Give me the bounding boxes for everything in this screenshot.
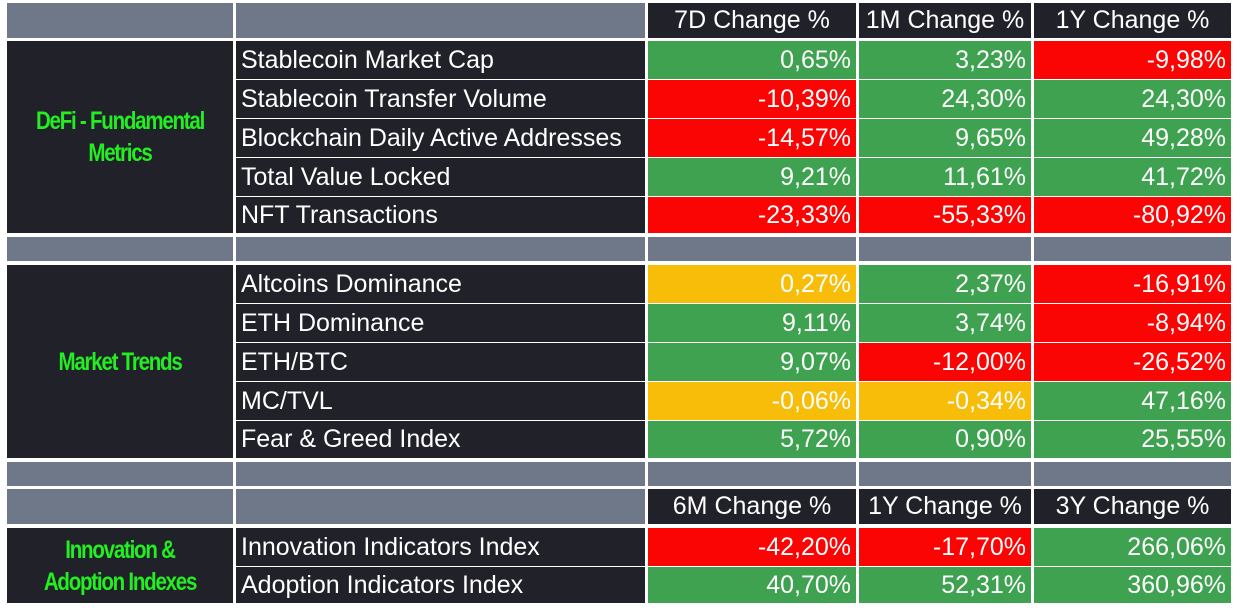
separator-cell bbox=[859, 462, 1031, 486]
separator-cell bbox=[1034, 462, 1231, 486]
metric-label: Stablecoin Market Cap bbox=[236, 41, 645, 79]
section-title-text: Innovation & Adoption Indexes bbox=[43, 535, 198, 596]
metric-value-col2: 9,65% bbox=[859, 119, 1031, 157]
metric-label: Stablecoin Transfer Volume bbox=[236, 80, 645, 118]
section-title: Innovation & Adoption Indexes bbox=[7, 528, 233, 603]
metric-value-col2: -0,34% bbox=[859, 382, 1031, 420]
column-header-col3: 3Y Change % bbox=[1034, 489, 1231, 524]
metric-value-col3: -26,52% bbox=[1034, 343, 1231, 381]
metric-value-col2: 52,31% bbox=[859, 567, 1031, 603]
separator-cell bbox=[236, 237, 645, 261]
metric-label: Altcoins Dominance bbox=[236, 265, 645, 303]
metric-label: ETH Dominance bbox=[236, 304, 645, 342]
metric-value-col3: -80,92% bbox=[1034, 197, 1231, 233]
metric-value-col3: 49,28% bbox=[1034, 119, 1231, 157]
metric-value-col3: 41,72% bbox=[1034, 158, 1231, 196]
column-header-col2: 1Y Change % bbox=[859, 489, 1031, 524]
metric-value-col1: -23,33% bbox=[648, 197, 856, 233]
metric-value-col2: -12,00% bbox=[859, 343, 1031, 381]
metric-value-col1: -42,20% bbox=[648, 528, 856, 566]
metric-value-col1: -10,39% bbox=[648, 80, 856, 118]
metric-label: Innovation Indicators Index bbox=[236, 528, 645, 566]
metric-label: MC/TVL bbox=[236, 382, 645, 420]
header-spacer-label bbox=[236, 3, 645, 38]
separator-cell bbox=[236, 462, 645, 486]
metric-label: Fear & Greed Index bbox=[236, 421, 645, 458]
metric-value-col2: -17,70% bbox=[859, 528, 1031, 566]
separator-cell bbox=[648, 462, 856, 486]
separator-cell bbox=[1034, 237, 1231, 261]
metric-value-col1: -14,57% bbox=[648, 119, 856, 157]
metric-value-col1: 0,27% bbox=[648, 265, 856, 303]
metric-label: Total Value Locked bbox=[236, 158, 645, 196]
metric-value-col2: 3,74% bbox=[859, 304, 1031, 342]
metric-value-col3: -16,91% bbox=[1034, 265, 1231, 303]
metric-value-col3: 25,55% bbox=[1034, 421, 1231, 458]
metric-label: ETH/BTC bbox=[236, 343, 645, 381]
column-header-col1: 6M Change % bbox=[648, 489, 856, 524]
metric-value-col3: 47,16% bbox=[1034, 382, 1231, 420]
section-title-text: Market Trends bbox=[58, 347, 182, 376]
metric-value-col1: 40,70% bbox=[648, 567, 856, 603]
header-spacer-section bbox=[7, 3, 233, 38]
separator-cell bbox=[7, 462, 233, 486]
separator-cell bbox=[648, 237, 856, 261]
header-spacer-section bbox=[7, 489, 233, 524]
metric-label: Adoption Indicators Index bbox=[236, 567, 645, 603]
metric-value-col1: 9,07% bbox=[648, 343, 856, 381]
metric-value-col3: -9,98% bbox=[1034, 41, 1231, 79]
metric-value-col2: 11,61% bbox=[859, 158, 1031, 196]
metric-value-col2: -55,33% bbox=[859, 197, 1031, 233]
metric-value-col2: 2,37% bbox=[859, 265, 1031, 303]
metric-value-col3: 266,06% bbox=[1034, 528, 1231, 566]
column-header-col1: 7D Change % bbox=[648, 3, 856, 38]
metric-value-col1: 0,65% bbox=[648, 41, 856, 79]
metric-value-col2: 3,23% bbox=[859, 41, 1031, 79]
metric-value-col3: 360,96% bbox=[1034, 567, 1231, 603]
column-header-col3: 1Y Change % bbox=[1034, 3, 1231, 38]
metric-value-col3: -8,94% bbox=[1034, 304, 1231, 342]
section-title-text: DeFi - Fundamental Metrics bbox=[35, 107, 205, 167]
separator-cell bbox=[859, 237, 1031, 261]
separator-cell bbox=[7, 237, 233, 261]
column-header-col2: 1M Change % bbox=[859, 3, 1031, 38]
metric-label: Blockchain Daily Active Addresses bbox=[236, 119, 645, 157]
metric-label: NFT Transactions bbox=[236, 197, 645, 233]
section-title: DeFi - Fundamental Metrics bbox=[7, 41, 233, 233]
metric-value-col1: 9,21% bbox=[648, 158, 856, 196]
metric-value-col1: -0,06% bbox=[648, 382, 856, 420]
metric-value-col1: 5,72% bbox=[648, 421, 856, 458]
metric-value-col2: 24,30% bbox=[859, 80, 1031, 118]
metric-value-col2: 0,90% bbox=[859, 421, 1031, 458]
metric-value-col1: 9,11% bbox=[648, 304, 856, 342]
metric-value-col3: 24,30% bbox=[1034, 80, 1231, 118]
section-title: Market Trends bbox=[7, 265, 233, 458]
header-spacer-label bbox=[236, 489, 645, 524]
